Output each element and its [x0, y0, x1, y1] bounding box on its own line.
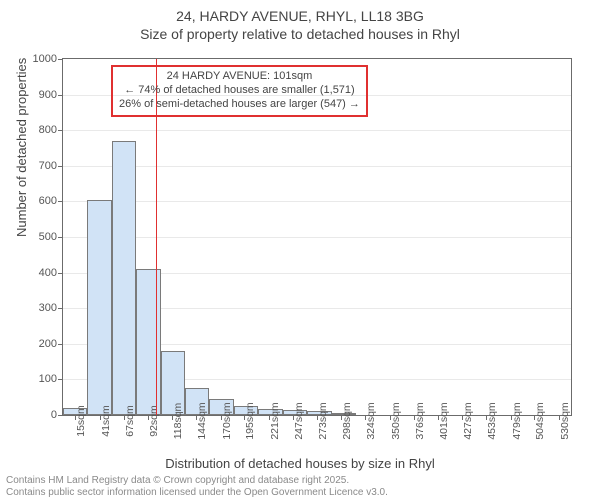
x-tick-label: 92sqm: [148, 405, 160, 437]
y-tick-mark: [58, 130, 63, 131]
plot-area: 0100200300400500600700800900100015sqm41s…: [62, 58, 572, 416]
title-block: 24, HARDY AVENUE, RHYL, LL18 3BG Size of…: [0, 0, 600, 43]
y-tick-label: 300: [39, 302, 57, 314]
property-annotation-box: 24 HARDY AVENUE: 101sqm← 74% of detached…: [111, 65, 368, 117]
y-tick-mark: [58, 237, 63, 238]
y-grid-line: [63, 237, 571, 238]
y-tick-mark: [58, 59, 63, 60]
plot-wrap: 0100200300400500600700800900100015sqm41s…: [62, 58, 572, 416]
x-tick-label: 144sqm: [196, 402, 208, 439]
x-tick-label: 530sqm: [559, 402, 571, 439]
x-tick-label: 195sqm: [244, 402, 256, 439]
y-tick-mark: [58, 344, 63, 345]
x-tick-label: 453sqm: [486, 402, 498, 439]
x-tick-label: 118sqm: [172, 403, 184, 440]
x-tick-label: 41sqm: [100, 405, 112, 437]
footer-line-1: Contains HM Land Registry data © Crown c…: [6, 475, 388, 487]
histogram-bar: [112, 141, 136, 415]
title-line-1: 24, HARDY AVENUE, RHYL, LL18 3BG: [0, 8, 600, 26]
chart-container: 24, HARDY AVENUE, RHYL, LL18 3BG Size of…: [0, 0, 600, 500]
y-grid-line: [63, 166, 571, 167]
annotation-line-3: 26% of semi-detached houses are larger (…: [119, 98, 360, 112]
y-tick-label: 600: [39, 195, 57, 207]
x-tick-label: 170sqm: [221, 402, 233, 439]
y-tick-label: 0: [51, 409, 57, 421]
footer-line-2: Contains public sector information licen…: [6, 487, 388, 499]
y-tick-label: 800: [39, 124, 57, 136]
x-tick-label: 221sqm: [269, 402, 281, 439]
y-tick-label: 900: [39, 89, 57, 101]
x-tick-label: 67sqm: [124, 405, 136, 437]
y-tick-mark: [58, 379, 63, 380]
x-tick-label: 376sqm: [414, 402, 426, 439]
x-tick-label: 15sqm: [75, 405, 87, 437]
footer-attribution: Contains HM Land Registry data © Crown c…: [6, 475, 388, 499]
y-tick-mark: [58, 273, 63, 274]
y-tick-label: 700: [39, 160, 57, 172]
y-tick-label: 200: [39, 338, 57, 350]
y-grid-line: [63, 201, 571, 202]
x-tick-label: 298sqm: [341, 402, 353, 439]
y-tick-mark: [58, 95, 63, 96]
histogram-bar: [87, 200, 111, 415]
annotation-line-2: ← 74% of detached houses are smaller (1,…: [119, 84, 360, 98]
y-tick-label: 500: [39, 231, 57, 243]
x-tick-label: 504sqm: [534, 402, 546, 439]
x-tick-label: 479sqm: [511, 402, 523, 439]
x-tick-label: 350sqm: [390, 402, 402, 439]
y-tick-mark: [58, 308, 63, 309]
annotation-line-1: 24 HARDY AVENUE: 101sqm: [119, 70, 360, 84]
x-tick-label: 427sqm: [462, 402, 474, 439]
title-line-2: Size of property relative to detached ho…: [0, 26, 600, 44]
y-tick-mark: [58, 166, 63, 167]
y-grid-line: [63, 130, 571, 131]
x-tick-label: 401sqm: [438, 402, 450, 439]
y-tick-label: 100: [39, 373, 57, 385]
y-tick-mark: [58, 201, 63, 202]
y-tick-mark: [58, 415, 63, 416]
y-tick-label: 1000: [33, 53, 57, 65]
y-axis-label: Number of detached properties: [14, 58, 29, 237]
x-tick-label: 324sqm: [365, 402, 377, 439]
x-tick-label: 247sqm: [293, 402, 305, 439]
x-axis-label: Distribution of detached houses by size …: [0, 456, 600, 471]
y-tick-label: 400: [39, 267, 57, 279]
x-tick-label: 273sqm: [317, 402, 329, 439]
